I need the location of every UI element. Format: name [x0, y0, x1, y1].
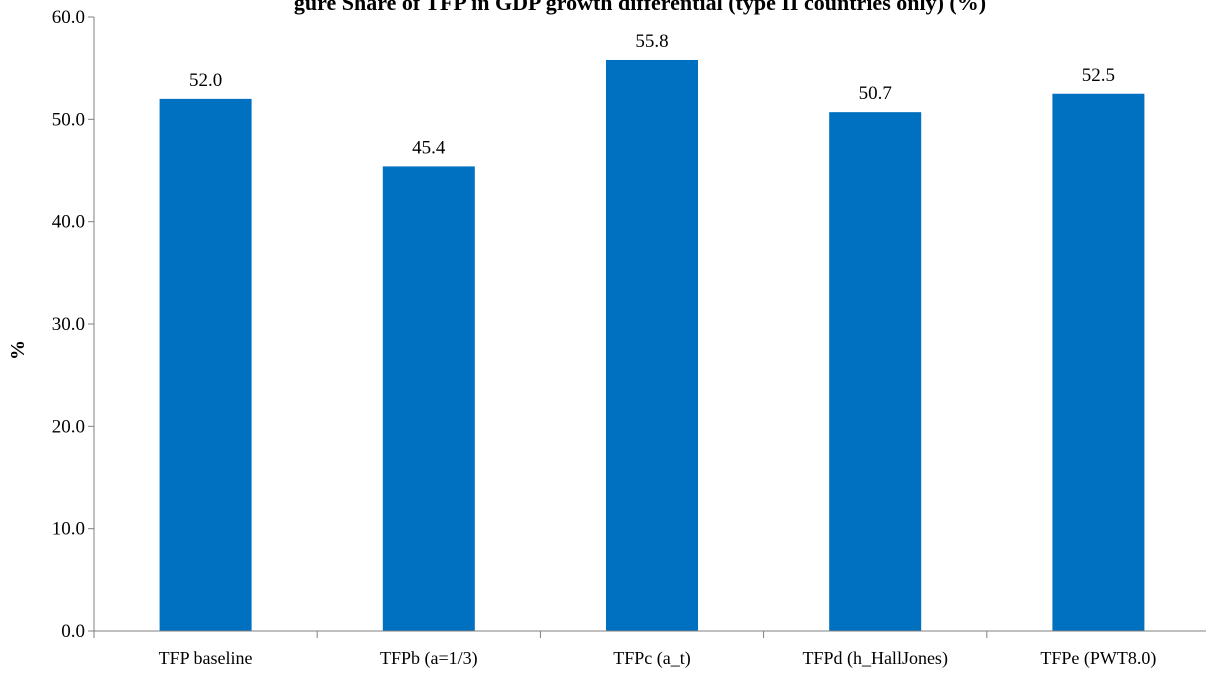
x-category-label: TFPe (PWT8.0)	[1040, 648, 1156, 669]
data-label-2: 45.4	[412, 137, 446, 158]
bar-3	[606, 59, 698, 632]
bar-4	[829, 112, 922, 632]
x-category-label: TFPd (h_HallJones)	[802, 648, 948, 669]
data-labels-group: 52.0 45.4 55.8 50.7 52.5	[189, 31, 1115, 158]
y-axis-ticks: 0.0 10.0 20.0 30.0 40.0 50.0 60.0	[52, 7, 94, 642]
y-tick-label: 20.0	[52, 416, 85, 437]
y-tick-label: 40.0	[52, 212, 85, 233]
bars-group	[159, 59, 1145, 632]
y-tick-label: 10.0	[52, 519, 85, 540]
y-tick-label: 60.0	[52, 7, 85, 28]
x-category-label: TFPc (a_t)	[613, 648, 690, 669]
data-label-5: 52.5	[1082, 65, 1115, 86]
data-label-1: 52.0	[189, 70, 222, 91]
x-category-label: TFP baseline	[159, 648, 253, 668]
y-axis-label: %	[7, 340, 29, 360]
bar-1	[159, 98, 252, 631]
data-label-4: 50.7	[859, 83, 892, 104]
x-category-label: TFPb (a=1/3)	[380, 648, 478, 669]
bar-2	[382, 166, 475, 631]
chart-title: gure Share of TFP in GDP growth differen…	[294, 0, 986, 15]
y-tick-label: 50.0	[52, 109, 85, 130]
y-tick-label: 0.0	[61, 621, 85, 642]
bar-5	[1052, 93, 1145, 631]
y-tick-label: 30.0	[52, 314, 85, 335]
data-label-3: 55.8	[635, 31, 668, 52]
x-axis-ticks: TFP baseline TFPb (a=1/3) TFPc (a_t) TFPd (…	[93, 631, 1156, 669]
